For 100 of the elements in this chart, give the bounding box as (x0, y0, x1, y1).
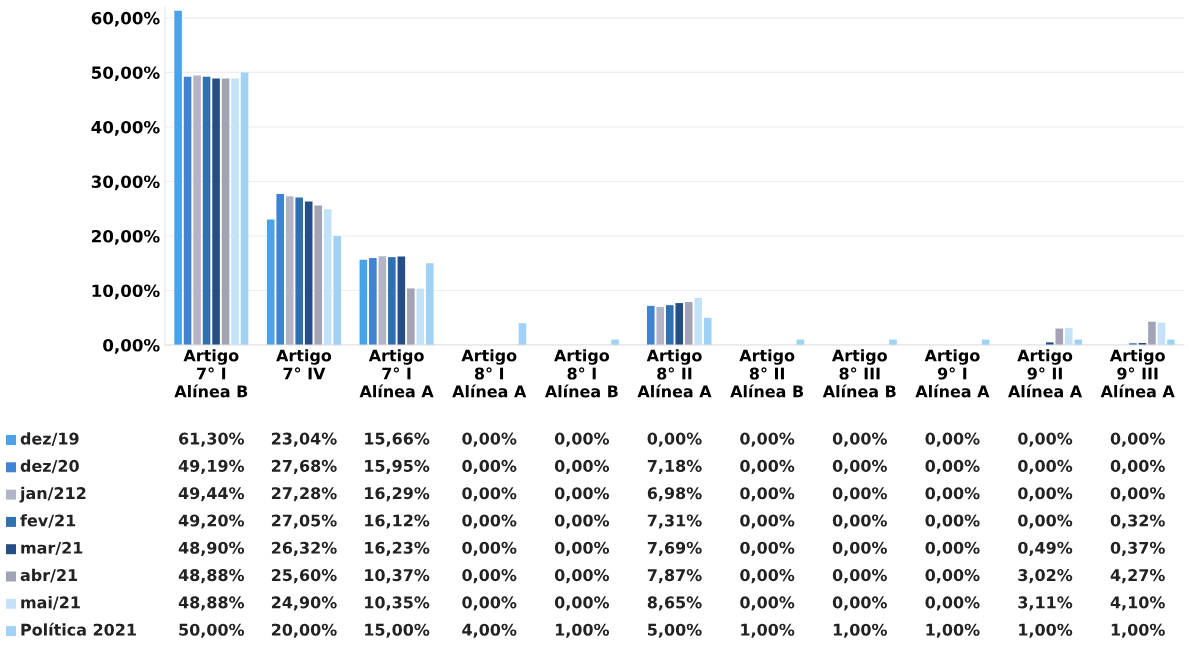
data-label: 25,60% (271, 569, 337, 584)
data-label: 0,00% (832, 487, 887, 502)
data-label: 0,00% (554, 459, 610, 474)
data-label: 0,00% (925, 432, 980, 447)
data-label: 7,31% (647, 514, 702, 529)
data-label: 1,00% (926, 623, 980, 638)
data-label: 0,00% (462, 487, 517, 502)
legend-label: Política 2021 (21, 622, 136, 636)
data-label: 0,00% (832, 596, 887, 611)
x-tick-label: Artigo 8° II Alínea B (730, 349, 804, 398)
data-label: 16,29% (365, 487, 430, 502)
data-label: 0,00% (462, 459, 517, 474)
data-label: 61,30% (179, 432, 245, 447)
data-label: 0,00% (925, 487, 980, 502)
data-label: 0,00% (554, 541, 610, 556)
x-tick-label: Artigo 9° II Alínea A (1008, 349, 1083, 398)
data-label: 0,00% (1018, 514, 1073, 529)
data-label: 0,00% (925, 569, 980, 584)
data-label: 20,00% (271, 623, 337, 638)
data-label: 27,28% (271, 487, 337, 502)
data-label: 7,87% (647, 569, 702, 584)
data-label: 16,23% (365, 541, 430, 556)
data-label: 10,37% (365, 569, 430, 584)
data-label: 50,00% (179, 623, 245, 638)
data-label: 10,35% (365, 596, 430, 611)
data-label: 49,20% (178, 514, 245, 529)
data-label: 0,00% (462, 569, 517, 584)
data-label: 0,00% (925, 541, 980, 556)
data-label: 8,65% (647, 596, 702, 611)
data-label: 1,00% (1019, 623, 1073, 638)
data-label: 3,02% (1018, 569, 1073, 584)
data-label: 0,00% (740, 541, 795, 556)
data-label: 4,00% (462, 623, 517, 638)
data-label: 3,11% (1018, 596, 1073, 611)
data-label: 0,00% (1110, 487, 1165, 502)
data-label: 15,66% (365, 432, 430, 447)
x-tick-label: Artigo 8° I Alínea B (544, 349, 618, 398)
data-label: 0,00% (832, 514, 887, 529)
y-tick-label: 40,00% (91, 120, 160, 136)
data-label: 15,95% (365, 459, 430, 474)
data-label: 49,19% (178, 459, 245, 474)
data-label: 0,00% (462, 596, 517, 611)
data-label: 0,00% (925, 596, 980, 611)
x-tick-label: Artigo 7° I Alínea A (359, 349, 434, 398)
legend-label: dez/20 (20, 459, 79, 474)
data-label: 26,32% (271, 541, 337, 556)
data-label: 0,37% (1110, 541, 1165, 556)
data-label: 0,00% (832, 569, 887, 584)
x-tick-label: Artigo 8° II Alínea A (637, 349, 712, 398)
data-label: 0,00% (554, 596, 610, 611)
data-label: 0,00% (462, 514, 517, 529)
data-label: 15,00% (365, 623, 430, 638)
data-label: 1,00% (741, 623, 795, 638)
legend-label: dez/19 (20, 432, 79, 446)
data-label: 0,00% (740, 487, 795, 502)
data-label: 0,00% (740, 569, 795, 584)
legend-label: mai/21 (21, 596, 80, 610)
data-label: 48,90% (178, 541, 245, 556)
data-label: 0,00% (554, 487, 610, 502)
data-label: 7,69% (647, 541, 702, 556)
data-label: 0,00% (554, 514, 610, 529)
data-label: 0,00% (740, 514, 795, 529)
data-label: 48,88% (178, 569, 245, 584)
data-label: 0,00% (740, 596, 795, 611)
data-label: 0,00% (462, 541, 517, 556)
data-label: 16,12% (365, 514, 430, 529)
data-label: 27,05% (271, 514, 337, 529)
data-label: 23,04% (271, 432, 337, 447)
data-label: 0,00% (1018, 459, 1073, 474)
legend-label: mar/21 (21, 541, 83, 556)
legend-label: fev/21 (20, 514, 76, 528)
data-label: 0,49% (1018, 541, 1073, 556)
data-label: 6,98% (647, 487, 702, 502)
data-label: 1,00% (833, 623, 887, 638)
x-tick-label: Artigo 7° IV (276, 349, 332, 380)
data-label: 49,44% (178, 487, 245, 502)
data-label: 0,00% (1110, 432, 1165, 447)
data-label: 48,88% (178, 596, 245, 611)
legend-label: jan/212 (19, 486, 86, 503)
data-label: 0,00% (740, 459, 795, 474)
y-tick-label: 10,00% (92, 284, 160, 300)
data-label: 0,00% (925, 459, 980, 474)
data-label: 0,00% (832, 432, 887, 447)
data-label: 0,00% (1018, 432, 1073, 447)
data-label: 0,00% (554, 569, 610, 584)
data-label: 0,00% (554, 432, 610, 447)
y-tick-label: 30,00% (91, 175, 160, 191)
x-tick-label: Artigo 9° III Alínea A (1100, 349, 1175, 398)
data-label: 0,00% (740, 432, 795, 447)
x-tick-label: Artigo 8° III Alínea B (822, 349, 896, 398)
data-label: 0,00% (1110, 459, 1165, 474)
y-tick-label: 50,00% (92, 66, 160, 82)
data-label: 0,00% (832, 459, 887, 474)
data-label: 0,00% (1018, 487, 1073, 502)
data-label: 4,27% (1110, 569, 1165, 584)
y-tick-label: 60,00% (91, 11, 160, 27)
y-tick-label: 20,00% (92, 229, 160, 245)
x-tick-label: Artigo 9° I Alínea A (915, 349, 990, 398)
data-label: 7,18% (647, 459, 702, 474)
data-label: 0,00% (832, 541, 887, 556)
